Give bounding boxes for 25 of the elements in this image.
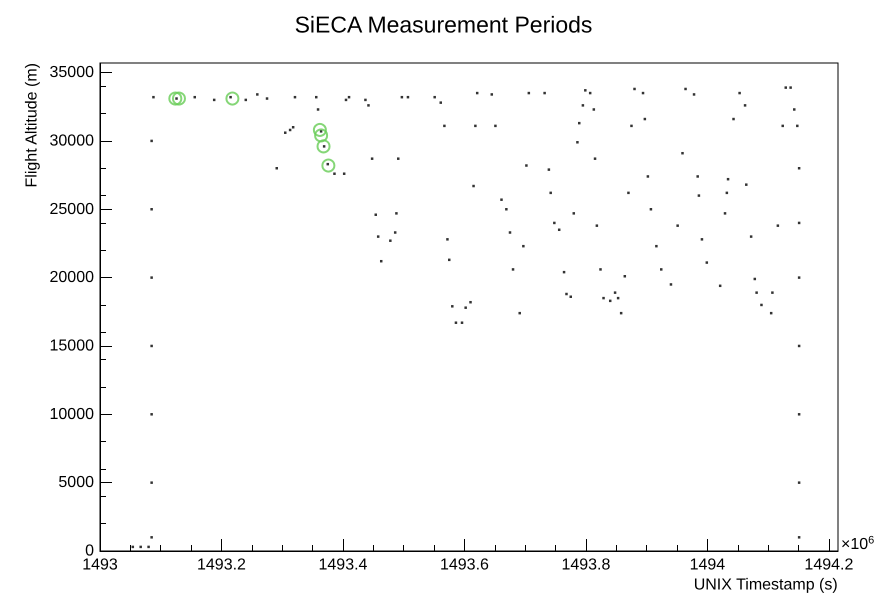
point [314,128,328,142]
y-tick-label: 25000 [50,200,94,218]
y-axis-title: Flight Altitude (m) [24,63,40,188]
y-tick-label: 10000 [50,406,94,423]
y-tick-label: 5000 [58,474,94,492]
chart-title: SiECA Measurement Periods [294,12,592,38]
y-tick-label: 30000 [50,132,94,150]
point [312,122,327,137]
point [225,92,240,106]
x-tick-label: 1493.8 [561,556,610,574]
y-tick-label: 15000 [50,337,94,354]
x-tick-label: 1493.6 [440,556,490,574]
x-tick-label: 1494 [690,556,726,574]
x-axis-title: UNIX Timestamp (s) [694,576,838,594]
x-tick-label: 1493.4 [318,556,368,574]
x-tick-label: 1494.2 [804,556,854,574]
x-tick-label: 1493.2 [197,556,246,574]
point [316,139,331,154]
point [172,92,186,106]
y-tick-label: 35000 [50,64,94,82]
point [168,92,182,106]
point [321,158,336,173]
x-tick-label: 1493 [82,556,118,574]
y-tick-label: 0 [85,542,94,560]
y-tick-label: 20000 [50,269,94,286]
